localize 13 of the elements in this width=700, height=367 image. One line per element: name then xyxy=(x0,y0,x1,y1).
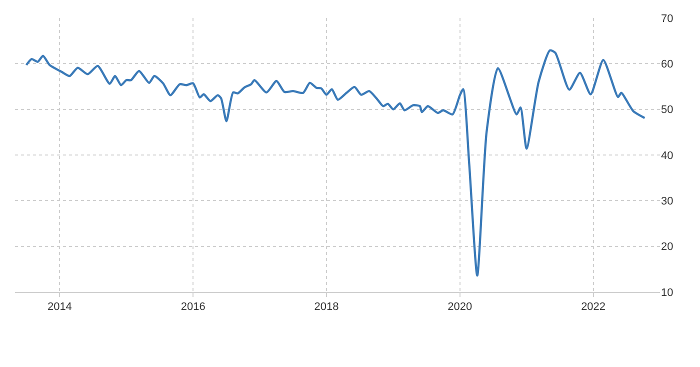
y-tick-label: 30 xyxy=(661,196,674,208)
y-tick-label: 70 xyxy=(661,12,674,25)
x-tick-label: 2016 xyxy=(180,301,206,314)
y-tick-label: 60 xyxy=(661,58,674,71)
y-tick-label: 10 xyxy=(661,286,674,299)
x-tick-label: 2014 xyxy=(47,301,72,314)
y-tick-label: 40 xyxy=(661,150,674,162)
y-tick-label: 50 xyxy=(661,104,674,116)
line-series xyxy=(25,49,646,277)
x-tick-label: 2018 xyxy=(314,301,339,314)
y-tick-label: 20 xyxy=(661,241,674,254)
x-tick-label: 2022 xyxy=(581,301,606,314)
x-tick-label: 2020 xyxy=(448,301,472,314)
